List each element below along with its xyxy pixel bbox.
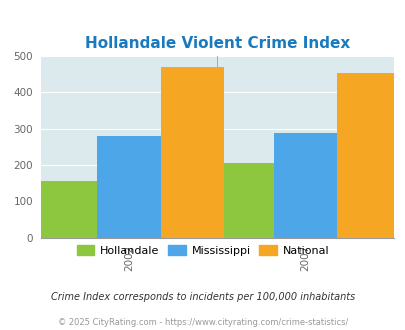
- Bar: [160, 67, 224, 238]
- Text: Crime Index corresponds to incidents per 100,000 inhabitants: Crime Index corresponds to incidents per…: [51, 292, 354, 302]
- Bar: [34, 181, 97, 238]
- Bar: [337, 73, 400, 238]
- Legend: Hollandale, Mississippi, National: Hollandale, Mississippi, National: [72, 241, 333, 260]
- Text: © 2025 CityRating.com - https://www.cityrating.com/crime-statistics/: © 2025 CityRating.com - https://www.city…: [58, 318, 347, 327]
- Title: Hollandale Violent Crime Index: Hollandale Violent Crime Index: [84, 36, 349, 51]
- Bar: [97, 136, 160, 238]
- Bar: [210, 163, 273, 238]
- Bar: [273, 133, 337, 238]
